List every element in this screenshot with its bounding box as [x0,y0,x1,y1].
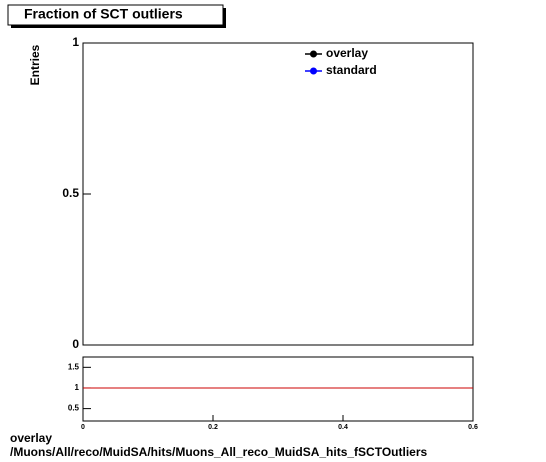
footer-text: overlay [10,431,52,445]
title-box [7,4,224,26]
x-tick-label: 0.6 [468,424,478,431]
legend-marker [310,50,317,58]
y-tick-label: 1.5 [68,362,80,371]
footer-text: /Muons/All/reco/MuidSA/hits/Muons_All_re… [10,445,427,459]
y-tick-label: 1 [72,35,79,49]
legend-marker [310,67,317,75]
y-tick-label: 1 [75,383,80,392]
y-tick-label: 0.5 [62,186,79,200]
x-axis-label: Fraction of SCT outliers [379,429,470,438]
chart-title: Fraction of SCT outliers [24,6,183,22]
x-tick-label: 0.4 [338,424,348,431]
legend-label: standard [326,63,377,77]
x-tick-label: 0 [81,424,85,431]
y-axis-label: Entries [28,44,42,85]
y-tick-label: 0 [72,337,79,351]
y-tick-label: 0.5 [68,404,80,413]
x-tick-label: 0.2 [208,424,218,431]
main-frame [82,42,474,346]
legend-label: overlay [326,46,368,60]
ratio-frame [82,356,474,422]
